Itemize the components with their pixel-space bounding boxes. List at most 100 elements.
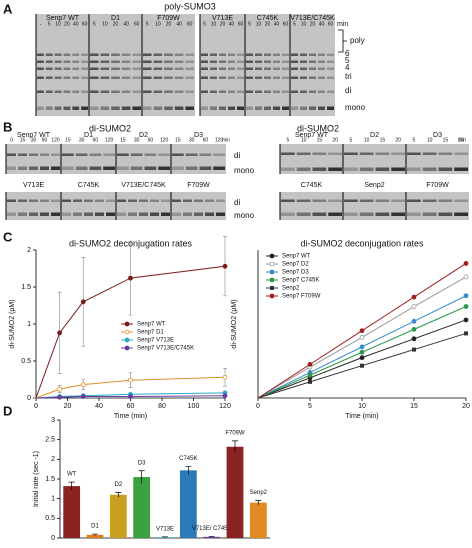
marker bbox=[463, 274, 469, 280]
legend-label: Senp7 V713E bbox=[137, 338, 174, 344]
gel bbox=[245, 14, 290, 116]
error-bar bbox=[92, 533, 98, 536]
gel-band bbox=[18, 212, 27, 216]
gel-band bbox=[40, 199, 49, 202]
panel-letter: D bbox=[3, 403, 12, 418]
bar-label: WT bbox=[67, 472, 77, 478]
marker bbox=[269, 293, 275, 299]
gel-band bbox=[328, 212, 342, 216]
gel-band bbox=[95, 199, 104, 202]
gel-band bbox=[282, 60, 289, 63]
group-label: V713E/C745K bbox=[121, 182, 166, 189]
gel-band bbox=[18, 166, 27, 170]
group-label: F709W bbox=[187, 182, 210, 189]
gel-band bbox=[296, 152, 311, 155]
lane-label: 40 bbox=[176, 21, 182, 27]
gel-band bbox=[72, 90, 80, 93]
group-label: F709W bbox=[426, 182, 449, 189]
gel-band bbox=[111, 53, 120, 56]
y-tick-label: 2 bbox=[27, 247, 31, 254]
gel-band bbox=[51, 153, 60, 156]
gel-band bbox=[328, 167, 342, 171]
gel-band bbox=[143, 76, 152, 79]
gel-band bbox=[172, 166, 184, 170]
gel-band bbox=[72, 53, 80, 56]
panel-letter: C bbox=[3, 229, 13, 244]
gel-band bbox=[45, 106, 53, 110]
gel-band bbox=[273, 76, 280, 79]
y-tick-label: 0.5 bbox=[21, 358, 31, 365]
unit-label: min bbox=[222, 137, 230, 143]
lane-label: 5 bbox=[286, 137, 289, 143]
gel-band bbox=[172, 199, 181, 202]
gel-band bbox=[54, 90, 62, 93]
gel-band bbox=[51, 199, 60, 202]
gel-band bbox=[150, 199, 159, 202]
gel-band bbox=[422, 212, 437, 216]
gel-band bbox=[111, 60, 120, 63]
gel-band bbox=[40, 212, 49, 216]
gel-band bbox=[422, 152, 437, 155]
gel-band bbox=[103, 153, 115, 156]
gel-band bbox=[139, 199, 148, 202]
gel-band bbox=[183, 199, 192, 202]
gel-band bbox=[375, 212, 390, 216]
error-bar bbox=[115, 492, 122, 498]
gel-band bbox=[318, 67, 325, 70]
gel-band bbox=[143, 67, 152, 70]
gel-band bbox=[63, 76, 71, 79]
gel-band bbox=[407, 212, 421, 216]
group-label: Senp7 WT bbox=[17, 132, 51, 139]
gel-band bbox=[201, 90, 208, 93]
gel-band bbox=[63, 67, 71, 70]
marker bbox=[80, 299, 86, 305]
group-label: D1 bbox=[111, 15, 120, 22]
lane-label: 60 bbox=[93, 137, 99, 143]
lane-label: 20 bbox=[265, 21, 271, 27]
gel-title: poly-SUMO3 bbox=[164, 1, 216, 11]
gel-band bbox=[7, 166, 16, 170]
lane-label: 5 bbox=[412, 137, 415, 143]
gel-band bbox=[228, 60, 235, 63]
gel-band bbox=[300, 76, 307, 79]
y-tick-label: 1 bbox=[27, 321, 31, 328]
gel-band bbox=[359, 152, 374, 155]
gel-band bbox=[344, 199, 358, 202]
gel-band bbox=[95, 212, 104, 216]
gel-band bbox=[228, 90, 235, 93]
y-tick-label: 2.5 bbox=[45, 437, 55, 444]
bracket bbox=[338, 29, 347, 53]
bar bbox=[226, 446, 244, 538]
gel-band bbox=[264, 60, 271, 63]
bar bbox=[249, 502, 267, 538]
gel-band bbox=[132, 67, 141, 70]
lane-label: 60 bbox=[42, 137, 48, 143]
gel-band bbox=[291, 67, 298, 70]
gel-band bbox=[309, 67, 316, 70]
gel-band bbox=[72, 76, 80, 79]
gel-band bbox=[174, 53, 184, 56]
x-tick-label: 5 bbox=[308, 403, 312, 410]
lane-label: 20 bbox=[310, 21, 316, 27]
gel-band bbox=[309, 106, 316, 110]
gel-band bbox=[273, 90, 280, 93]
gel-band bbox=[219, 90, 226, 93]
group-label: Senp7 WT bbox=[46, 15, 80, 22]
gel-band bbox=[375, 199, 390, 202]
gel-band bbox=[255, 67, 262, 70]
gel-band bbox=[246, 60, 253, 63]
gel-band bbox=[264, 76, 271, 79]
bar-label: D1 bbox=[91, 524, 99, 530]
gel-band bbox=[438, 212, 453, 216]
x-tick-label: 80 bbox=[158, 403, 166, 410]
group-label: V713E/C745K bbox=[290, 15, 335, 22]
gel-band bbox=[153, 106, 163, 110]
gel-band bbox=[359, 167, 374, 171]
gel-band bbox=[144, 166, 157, 170]
marker bbox=[359, 335, 365, 340]
y-tick-label: 1.5 bbox=[45, 476, 55, 483]
gel-band bbox=[201, 67, 208, 70]
gel-band bbox=[72, 106, 80, 110]
gel-band bbox=[344, 167, 358, 171]
group-label: F709W bbox=[157, 15, 180, 22]
